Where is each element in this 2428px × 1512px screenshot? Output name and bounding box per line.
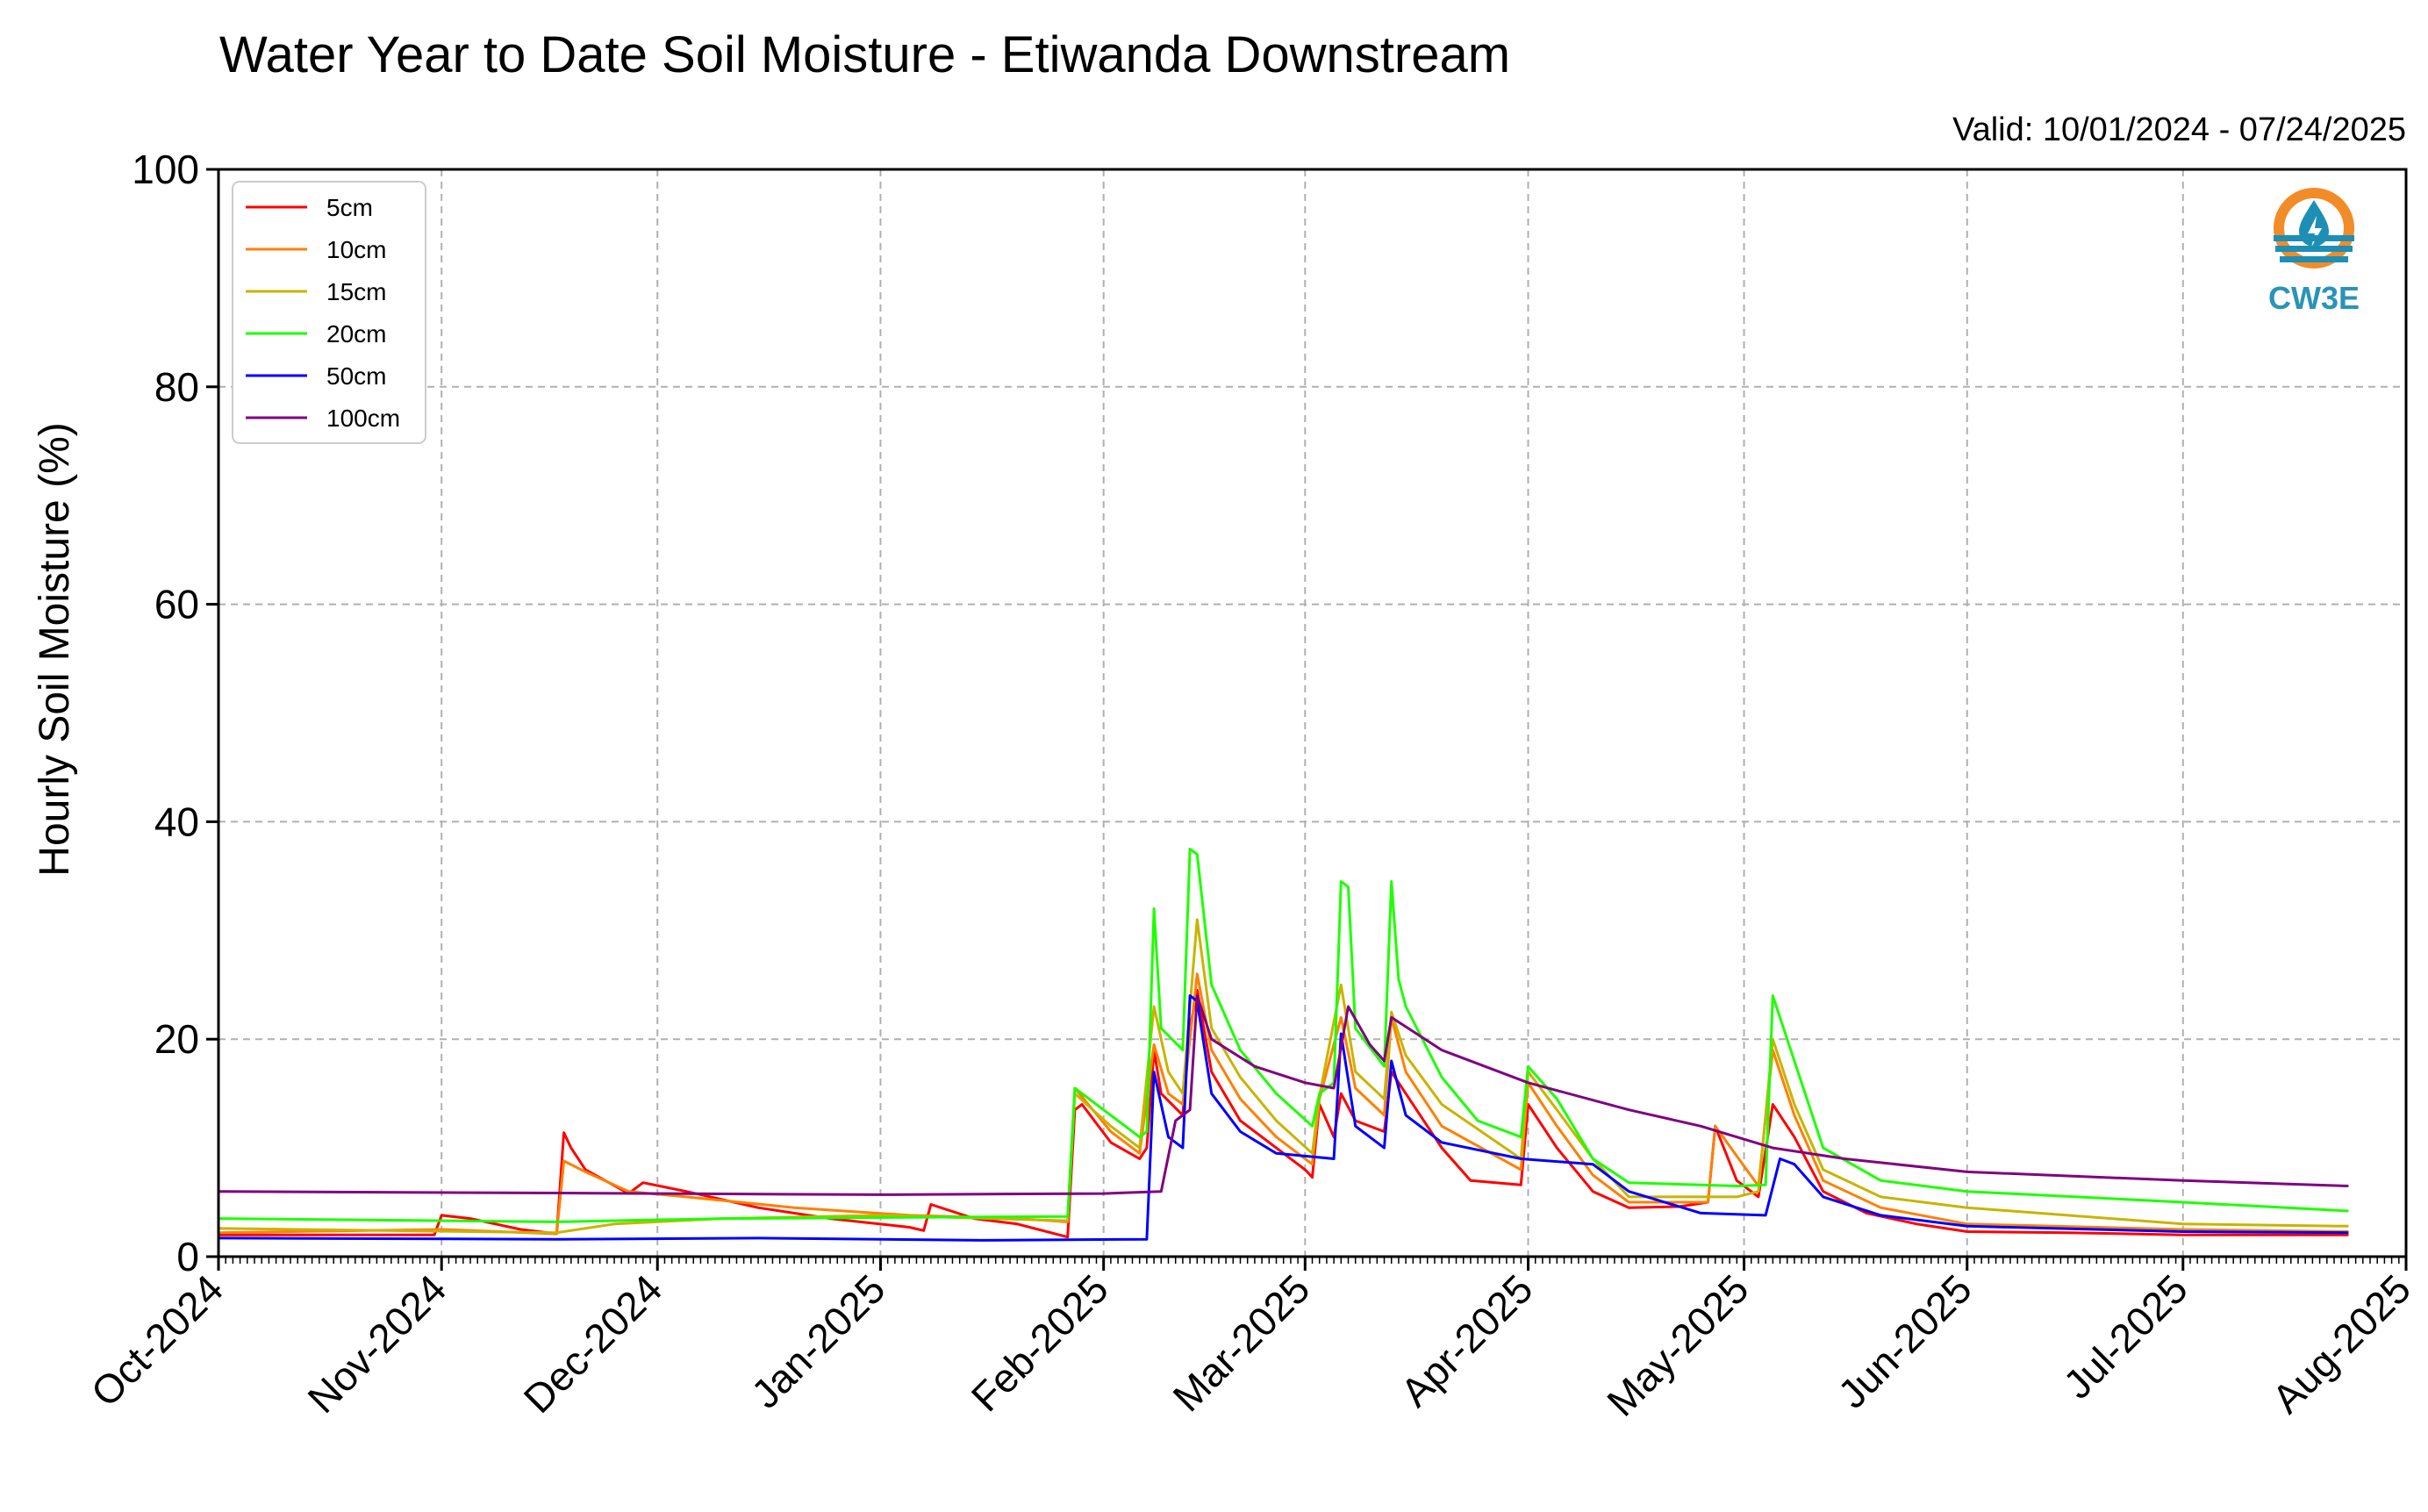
x-tick-labels: Oct-2024 Nov-2024 Dec-2024 Jan-2025 Feb-2025… [82, 1265, 2420, 1424]
x-tick-label: Oct-2024 [82, 1265, 233, 1415]
y-tick-labels: 0 20 40 60 80 100 [132, 147, 199, 1279]
logo-text: CW3E [2268, 280, 2360, 316]
legend-label: 15cm [326, 278, 386, 305]
legend: 5cm 10cm 15cm 20cm 50cm 100cm [232, 181, 426, 444]
series-line-5cm [218, 988, 2349, 1239]
x-tick-label: May-2025 [1598, 1265, 1757, 1424]
x-tick-label: Jun-2025 [1829, 1265, 1980, 1416]
x-tick-label: Apr-2025 [1392, 1265, 1542, 1415]
y-axis-label: Hourly Soil Moisture (%) [32, 422, 78, 876]
legend-label: 50cm [326, 362, 386, 390]
y-tick-label: 60 [154, 582, 199, 627]
x-tick-label: Feb-2025 [963, 1265, 1117, 1420]
x-tick-label: Nov-2024 [298, 1265, 455, 1422]
series-line-20cm [218, 847, 2349, 1223]
legend-label: 100cm [326, 405, 400, 432]
y-tick-label: 100 [132, 147, 199, 192]
series-line-50cm [218, 994, 2349, 1242]
x-tick-label: Jan-2025 [742, 1265, 893, 1416]
series-line-100cm [218, 994, 2349, 1196]
y-tick-label: 40 [154, 799, 199, 844]
grid-lines [218, 169, 2406, 1257]
bolt-icon [2308, 216, 2322, 247]
axis-ticks [206, 168, 2408, 1271]
valid-date-range: Valid: 10/01/2024 - 07/24/2025 [1952, 111, 2406, 148]
plot-frame [217, 168, 2408, 1258]
cw3e-logo: CW3E [2268, 188, 2360, 316]
x-tick-label: Mar-2025 [1164, 1265, 1318, 1420]
legend-label: 10cm [326, 236, 386, 263]
y-tick-label: 0 [176, 1234, 199, 1279]
chart-title: Water Year to Date Soil Moisture - Etiwa… [219, 26, 1510, 83]
y-tick-label: 20 [154, 1016, 199, 1062]
x-tick-label: Dec-2024 [515, 1265, 671, 1422]
series-lines [218, 847, 2349, 1242]
x-tick-label: Aug-2025 [2263, 1265, 2419, 1422]
x-tick-label: Jul-2025 [2054, 1265, 2196, 1408]
y-tick-label: 80 [154, 364, 199, 410]
legend-label: 5cm [326, 194, 373, 221]
legend-box [232, 181, 426, 444]
legend-label: 20cm [326, 320, 386, 348]
